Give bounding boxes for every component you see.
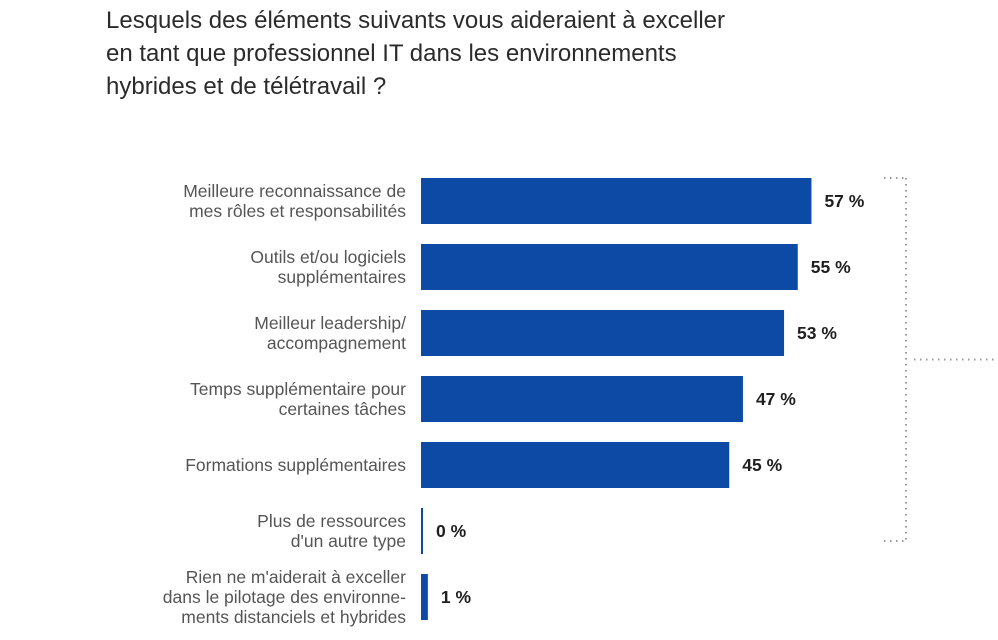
group-bracket xyxy=(884,177,996,542)
category-label-line: Temps supplémentaire pour xyxy=(190,379,406,399)
chart-title: Lesquels des éléments suivants vous aide… xyxy=(106,4,886,103)
bar-row: Rien ne m'aiderait à exceller dans le pil… xyxy=(163,567,472,627)
category-label: Temps supplémentaire pour certaines tâche… xyxy=(190,379,406,419)
bar xyxy=(421,376,743,422)
bar xyxy=(421,442,730,488)
category-label-line: Outils et/ou logiciels xyxy=(250,247,406,267)
category-label-line: d'un autre type xyxy=(291,531,406,551)
bar-row: Formations supplémentaires 45 % xyxy=(185,442,783,488)
category-label: Meilleur leadership/accompagnement xyxy=(254,313,406,353)
value-label: 1 % xyxy=(441,587,472,607)
chart-title-line-2: en tant que professionnel IT dans les en… xyxy=(106,40,677,67)
category-label: Meilleure reconnaissance de mes rôles et … xyxy=(183,181,406,221)
category-label: Outils et/ou logiciels supplémentaires xyxy=(250,247,406,287)
bar xyxy=(421,574,428,620)
chart-title-line-1: Lesquels des éléments suivants vous aide… xyxy=(106,7,726,34)
bar-row: Temps supplémentaire pour certaines tâche… xyxy=(190,376,796,422)
category-label-line: certaines tâches xyxy=(279,399,407,419)
bar xyxy=(421,178,812,224)
category-label-line: Rien ne m'aiderait à exceller xyxy=(186,567,406,587)
bar-row: Outils et/ou logiciels supplémentaires 55 … xyxy=(250,244,851,290)
value-label: 55 % xyxy=(811,257,851,277)
bar xyxy=(421,508,423,554)
category-label-line: mes rôles et responsabilités xyxy=(189,201,406,221)
category-label-line: accompagnement xyxy=(267,333,406,353)
value-label: 0 % xyxy=(436,521,467,541)
chart-title-line-3: hybrides et de télétravail ? xyxy=(106,73,387,100)
category-label-line: Plus de ressources xyxy=(257,511,406,531)
category-label: Rien ne m'aiderait à exceller dans le pil… xyxy=(163,567,406,627)
category-label: Formations supplémentaires xyxy=(185,455,406,475)
value-label: 45 % xyxy=(742,455,782,475)
category-label-line: supplémentaires xyxy=(278,267,407,287)
category-label-line: Formations supplémentaires xyxy=(185,455,406,475)
value-label: 57 % xyxy=(824,191,864,211)
category-label: Plus de ressources d'un autre type xyxy=(257,511,406,551)
bar-row: Meilleur leadership/accompagnement 53 % xyxy=(254,310,837,356)
value-label: 53 % xyxy=(797,323,837,343)
bar xyxy=(421,244,798,290)
bar-row: Plus de ressources d'un autre type 0 % xyxy=(257,508,467,554)
category-label-line: Meilleur leadership/ xyxy=(254,313,406,333)
category-label-line: Meilleure reconnaissance de xyxy=(183,181,406,201)
bar-row: Meilleure reconnaissance de mes rôles et … xyxy=(183,178,865,224)
category-label-line: dans le pilotage des environne- xyxy=(163,587,406,607)
category-label-line: ments distanciels et hybrides xyxy=(181,607,406,627)
bar xyxy=(421,310,785,356)
value-label: 47 % xyxy=(756,389,796,409)
